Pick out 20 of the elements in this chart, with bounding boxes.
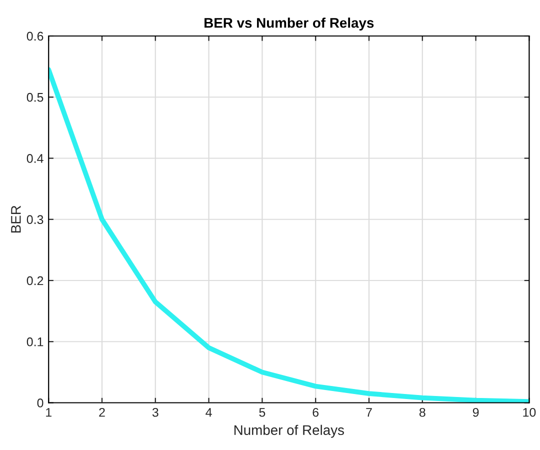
y-tick-label: 0.1 <box>26 337 44 346</box>
x-tick-label: 1 <box>46 408 52 417</box>
x-tick-label: 5 <box>259 408 266 417</box>
y-tick-label: 0 <box>37 398 44 408</box>
y-axis-title: BER <box>11 206 21 233</box>
y-tick-label: 0.3 <box>26 215 44 224</box>
x-tick-label: 10 <box>523 408 536 417</box>
x-tick-label: 4 <box>206 408 212 417</box>
x-axis-title: Number of Relays <box>234 424 344 438</box>
x-tick-label: 9 <box>472 408 479 417</box>
x-tick-label: 3 <box>152 408 158 417</box>
x-tick-label: 8 <box>419 408 426 417</box>
chart-title: BER vs Number of Relays <box>204 18 374 31</box>
y-tick-label: 0.6 <box>26 32 44 41</box>
x-tick-label: 7 <box>366 408 372 417</box>
y-tick-label: 0.2 <box>26 276 44 286</box>
x-tick-label: 2 <box>99 408 105 417</box>
x-tick-label: 6 <box>312 408 319 417</box>
y-tick-label: 0.5 <box>26 92 44 102</box>
y-tick-label: 0.4 <box>26 154 44 163</box>
